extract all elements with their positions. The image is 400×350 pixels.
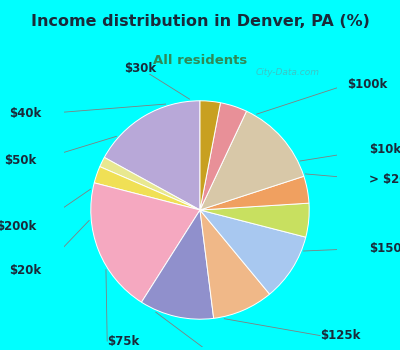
Wedge shape: [100, 158, 200, 210]
Text: $20k: $20k: [10, 264, 42, 276]
Text: $75k: $75k: [107, 335, 140, 348]
Wedge shape: [200, 210, 306, 294]
Wedge shape: [94, 167, 200, 210]
Text: City-Data.com: City-Data.com: [256, 68, 320, 77]
Wedge shape: [104, 101, 200, 210]
Text: $200k: $200k: [0, 220, 36, 233]
Wedge shape: [200, 111, 304, 210]
Wedge shape: [200, 203, 309, 237]
Text: > $200k: > $200k: [369, 173, 400, 186]
Wedge shape: [142, 210, 214, 319]
Wedge shape: [200, 103, 246, 210]
Text: $30k: $30k: [124, 62, 156, 75]
Text: Income distribution in Denver, PA (%): Income distribution in Denver, PA (%): [30, 14, 370, 29]
Text: $100k: $100k: [348, 78, 388, 91]
Text: $10k: $10k: [369, 144, 400, 156]
Text: All residents: All residents: [153, 54, 247, 66]
Wedge shape: [200, 101, 220, 210]
Text: $40k: $40k: [10, 107, 42, 120]
Text: $50k: $50k: [4, 154, 36, 167]
Wedge shape: [91, 183, 200, 302]
Wedge shape: [200, 176, 309, 210]
Text: $150k: $150k: [369, 242, 400, 255]
Wedge shape: [200, 210, 270, 318]
Text: $125k: $125k: [320, 329, 360, 342]
